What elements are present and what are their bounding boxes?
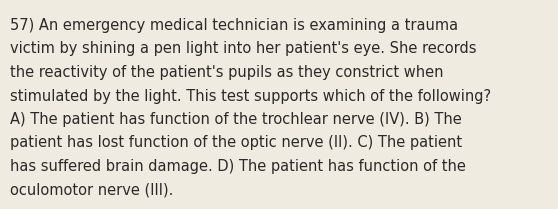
Text: oculomotor nerve (III).: oculomotor nerve (III). — [10, 182, 174, 198]
Text: stimulated by the light. This test supports which of the following?: stimulated by the light. This test suppo… — [10, 88, 491, 103]
Text: patient has lost function of the optic nerve (II). C) The patient: patient has lost function of the optic n… — [10, 135, 462, 150]
Text: 57) An emergency medical technician is examining a trauma: 57) An emergency medical technician is e… — [10, 18, 458, 33]
Text: A) The patient has function of the trochlear nerve (IV). B) The: A) The patient has function of the troch… — [10, 112, 462, 127]
Text: has suffered brain damage. D) The patient has function of the: has suffered brain damage. D) The patien… — [10, 159, 466, 174]
Text: victim by shining a pen light into her patient's eye. She records: victim by shining a pen light into her p… — [10, 42, 477, 56]
Text: the reactivity of the patient's pupils as they constrict when: the reactivity of the patient's pupils a… — [10, 65, 444, 80]
